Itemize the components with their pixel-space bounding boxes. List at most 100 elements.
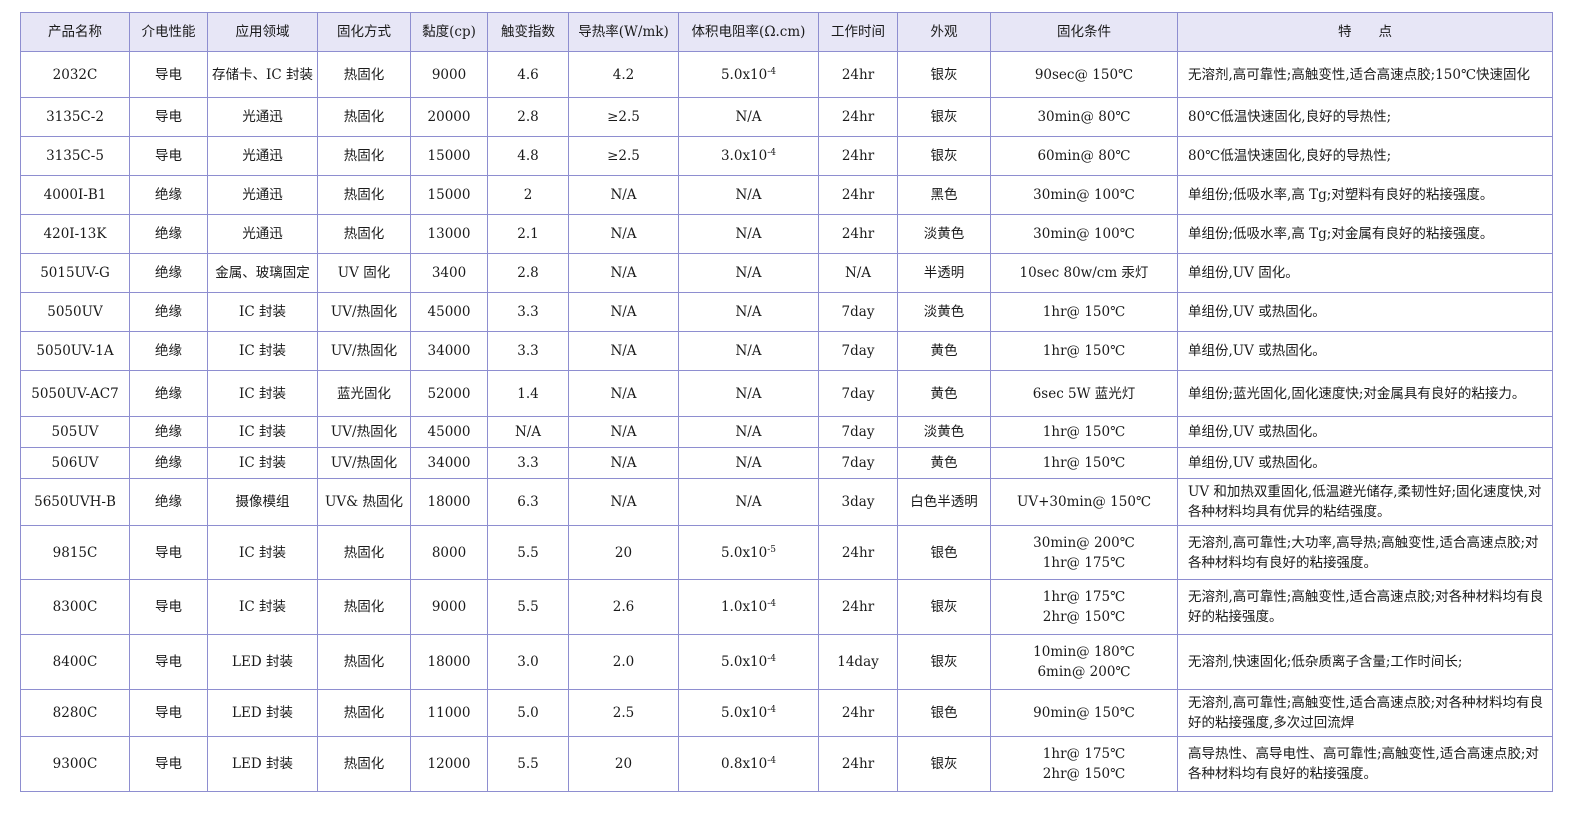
cell-dielectric: 绝缘 — [129, 478, 208, 526]
cell-volume-resistivity: 5.0x10-4 — [678, 51, 819, 98]
cell-dielectric: 绝缘 — [129, 214, 208, 254]
cell-application: 摄像模组 — [207, 478, 318, 526]
table-row: 8280C 导电 LED 封装 热固化 11000 5.0 2.5 5.0x10-4 24hr 银… — [20, 689, 1553, 737]
cell-thermal-conductivity: 2.6 — [568, 579, 679, 635]
cell-thixotropy: 5.5 — [487, 525, 569, 580]
cell-cure-method: UV/热固化 — [317, 292, 411, 332]
cure-condition-line: 2hr@ 150℃ — [1042, 766, 1126, 782]
cure-condition-line: UV+30min@ 150℃ — [1016, 494, 1152, 510]
cell-thermal-conductivity: ≥2.5 — [568, 136, 679, 176]
cell-application: 存储卡、IC 封装 — [207, 51, 318, 98]
cell-application: 金属、玻璃固定 — [207, 253, 318, 293]
header-product-name: 产品名称 — [20, 12, 130, 52]
cell-appearance: 银灰 — [897, 579, 991, 635]
resistivity-exponent: -4 — [767, 148, 777, 158]
cell-cure-method: 热固化 — [317, 525, 411, 580]
cell-appearance: 黄色 — [897, 331, 991, 371]
table-row: 4000I-B1 绝缘 光通迅 热固化 15000 2 N/A N/A 24hr 黑色 30min@… — [20, 175, 1553, 215]
cell-thermal-conductivity: 2.5 — [568, 689, 679, 737]
cure-condition-line: 1hr@ 175℃ — [1042, 589, 1126, 605]
header-row: 产品名称 介电性能 应用领域 固化方式 黏度(cp) 触变指数 导热率(W/mk… — [20, 12, 1553, 52]
cell-cure-method: 热固化 — [317, 136, 411, 176]
cell-thixotropy: 3.3 — [487, 447, 569, 479]
cell-cure-method: UV/热固化 — [317, 331, 411, 371]
cell-work-time: 7day — [818, 416, 898, 448]
cell-cure-condition: UV+30min@ 150℃ — [990, 478, 1178, 526]
cell-thixotropy: 3.3 — [487, 292, 569, 332]
cell-work-time: 24hr — [818, 525, 898, 580]
cell-dielectric: 导电 — [129, 689, 208, 737]
cell-thermal-conductivity: 4.2 — [568, 51, 679, 98]
cell-features: 无溶剂,高可靠性;大功率,高导热;高触变性,适合高速点胶;对各种材料均有良好的粘… — [1177, 525, 1553, 580]
cell-features: 无溶剂,高可靠性;高触变性,适合高速点胶;对各种材料均有良好的粘接强度。 — [1177, 579, 1553, 635]
cell-product-name: 8300C — [20, 579, 130, 635]
cell-thermal-conductivity: N/A — [568, 370, 679, 417]
product-spec-table: 产品名称 介电性能 应用领域 固化方式 黏度(cp) 触变指数 导热率(W/mk… — [20, 12, 1553, 792]
resistivity-exponent: -4 — [767, 599, 777, 609]
cell-thermal-conductivity: N/A — [568, 214, 679, 254]
cell-cure-method: 蓝光固化 — [317, 370, 411, 417]
header-cure-method: 固化方式 — [317, 12, 411, 52]
resistivity-base: 3.0x10 — [720, 148, 768, 164]
cell-thermal-conductivity: 2.0 — [568, 634, 679, 690]
cell-cure-condition: 1hr@ 150℃ — [990, 292, 1178, 332]
cell-volume-resistivity: 5.0x10-5 — [678, 525, 819, 580]
cell-thermal-conductivity: N/A — [568, 416, 679, 448]
table-row: 3135C-2 导电 光通迅 热固化 20000 2.8 ≥2.5 N/A 24hr 银灰 30mi… — [20, 97, 1553, 137]
cell-features: 无溶剂,高可靠性;高触变性,适合高速点胶;对各种材料均有良好的粘接强度,多次过回… — [1177, 689, 1553, 737]
cell-dielectric: 导电 — [129, 51, 208, 98]
cell-product-name: 8400C — [20, 634, 130, 690]
resistivity-base: N/A — [735, 226, 762, 242]
cell-viscosity: 15000 — [410, 175, 488, 215]
cell-volume-resistivity: N/A — [678, 370, 819, 417]
cell-product-name: 5050UV-AC7 — [20, 370, 130, 417]
cell-cure-method: UV/热固化 — [317, 416, 411, 448]
cell-viscosity: 12000 — [410, 736, 488, 792]
header-volume-resistivity: 体积电阻率(Ω.cm) — [678, 12, 819, 52]
cell-cure-condition: 30min@ 200℃ 1hr@ 175℃ — [990, 525, 1178, 580]
cell-product-name: 3135C-2 — [20, 97, 130, 137]
resistivity-base: N/A — [735, 265, 762, 281]
cell-volume-resistivity: N/A — [678, 292, 819, 332]
cell-thixotropy: 6.3 — [487, 478, 569, 526]
cell-work-time: 7day — [818, 370, 898, 417]
cell-features: 无溶剂,快速固化;低杂质离子含量;工作时间长; — [1177, 634, 1553, 690]
table-row: 5650UVH-B 绝缘 摄像模组 UV& 热固化 18000 6.3 N/A N/A 3day… — [20, 478, 1553, 526]
cell-product-name: 2032C — [20, 51, 130, 98]
cell-product-name: 5650UVH-B — [20, 478, 130, 526]
cell-cure-method: 热固化 — [317, 51, 411, 98]
cell-work-time: 7day — [818, 331, 898, 371]
cell-viscosity: 13000 — [410, 214, 488, 254]
cell-volume-resistivity: N/A — [678, 331, 819, 371]
table-row: 2032C 导电 存储卡、IC 封装 热固化 9000 4.6 4.2 5.0x10-4 24h… — [20, 51, 1553, 98]
cell-cure-condition: 10sec 80w/cm 汞灯 — [990, 253, 1178, 293]
table-row: 9815C 导电 IC 封装 热固化 8000 5.5 20 5.0x10-5 24hr 银色 30… — [20, 525, 1553, 580]
cell-viscosity: 18000 — [410, 478, 488, 526]
resistivity-exponent: -4 — [767, 66, 777, 77]
cell-product-name: 420I-13K — [20, 214, 130, 254]
cell-dielectric: 绝缘 — [129, 253, 208, 293]
table-row: 8300C 导电 IC 封装 热固化 9000 5.5 2.6 1.0x10-4 24hr 银灰 1… — [20, 579, 1553, 635]
cell-appearance: 淡黄色 — [897, 416, 991, 448]
cell-volume-resistivity: N/A — [678, 97, 819, 137]
cell-application: IC 封装 — [207, 370, 318, 417]
cell-work-time: 24hr — [818, 97, 898, 137]
cell-cure-condition: 6sec 5W 蓝光灯 — [990, 370, 1178, 417]
cell-thermal-conductivity: 20 — [568, 736, 679, 792]
cell-cure-method: 热固化 — [317, 214, 411, 254]
cell-volume-resistivity: N/A — [678, 214, 819, 254]
cure-condition-line: 30min@ 80℃ — [1037, 109, 1131, 125]
cell-volume-resistivity: 0.8x10-4 — [678, 736, 819, 792]
cell-viscosity: 45000 — [410, 416, 488, 448]
cell-cure-method: UV/热固化 — [317, 447, 411, 479]
cell-product-name: 4000I-B1 — [20, 175, 130, 215]
cell-dielectric: 绝缘 — [129, 292, 208, 332]
cell-work-time: 24hr — [818, 689, 898, 737]
resistivity-base: N/A — [735, 187, 762, 203]
cell-thermal-conductivity: N/A — [568, 331, 679, 371]
cell-cure-condition: 1hr@ 150℃ — [990, 416, 1178, 448]
cell-viscosity: 15000 — [410, 136, 488, 176]
cell-cure-condition: 60min@ 80℃ — [990, 136, 1178, 176]
cell-product-name: 5050UV-1A — [20, 331, 130, 371]
cell-features: 单组份;蓝光固化,固化速度快;对金属具有良好的粘接力。 — [1177, 370, 1553, 417]
